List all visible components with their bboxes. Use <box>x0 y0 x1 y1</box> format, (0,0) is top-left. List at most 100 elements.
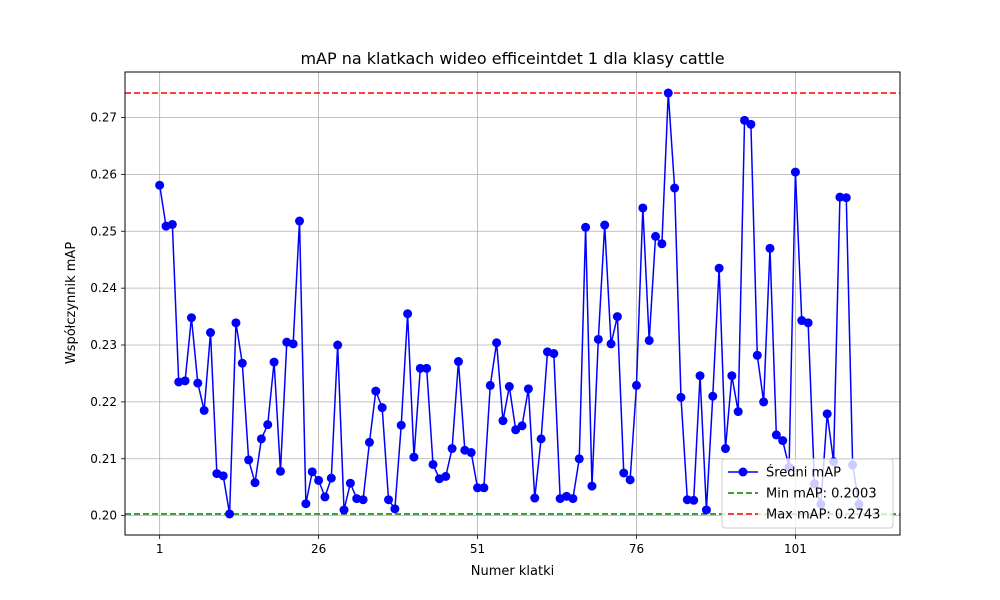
mean-map-point <box>676 392 686 402</box>
legend-label: Średni mAP <box>766 465 841 481</box>
mean-map-point <box>390 504 400 514</box>
y-tick-label: 0.24 <box>90 281 117 295</box>
mean-map-point <box>568 494 578 504</box>
mean-map-point <box>765 243 775 253</box>
mean-map-point <box>689 495 699 505</box>
mean-map-point <box>822 409 832 419</box>
mean-map-point <box>631 380 641 390</box>
mean-map-point <box>574 454 584 464</box>
y-tick-label: 0.23 <box>90 338 117 352</box>
mean-map-point <box>720 444 730 454</box>
mean-map-point <box>453 357 463 367</box>
mean-map-point <box>403 309 413 319</box>
mean-map-point <box>441 471 451 481</box>
mean-map-point <box>778 436 788 446</box>
mean-map-point <box>651 231 661 241</box>
mean-map-point <box>231 318 241 328</box>
mean-map-point <box>415 363 425 373</box>
mean-map-point <box>479 483 489 493</box>
mean-map-point <box>593 334 603 344</box>
mean-map-point <box>256 434 266 444</box>
mean-map-point <box>498 416 508 426</box>
mean-map-point <box>307 467 317 477</box>
x-tick-label: 1 <box>156 542 164 556</box>
mean-map-point <box>638 203 648 213</box>
tick-layer: 1 26 51 76 101 0.20 0.21 0.22 0.23 0.24 0.25 0.26 0.… <box>90 111 807 556</box>
mean-map-point <box>371 386 381 396</box>
x-tick-label: 51 <box>470 542 485 556</box>
legend-label: Max mAP: 0.2743 <box>766 508 880 523</box>
mean-map-point <box>485 380 495 390</box>
plot-frame <box>124 71 901 536</box>
mean-map-point <box>339 505 349 515</box>
mean-map-point <box>759 397 769 407</box>
y-tick-label: 0.27 <box>90 111 117 125</box>
mean-map-point <box>301 499 311 509</box>
mean-map-point <box>167 219 177 229</box>
mean-map-point <box>536 434 546 444</box>
mean-map-point <box>473 483 483 493</box>
mean-map-point <box>364 437 374 447</box>
mean-map-point <box>695 371 705 381</box>
mean-map-point <box>771 430 781 440</box>
mean-map-point <box>600 220 610 230</box>
mean-map-point <box>670 183 680 193</box>
mean-map-point <box>657 239 667 249</box>
mean-map-point <box>218 471 228 481</box>
mean-map-point <box>530 493 540 503</box>
mean-map-point <box>714 263 724 273</box>
mean-map-point <box>333 340 343 350</box>
mean-map-point <box>701 505 711 515</box>
mean-map-point <box>612 312 622 322</box>
mean-map-point <box>180 376 190 386</box>
y-axis-label: Współczynnik mAP <box>64 242 79 364</box>
mean-map-point <box>199 405 209 415</box>
mean-map-point <box>377 403 387 413</box>
x-tick-label: 101 <box>784 542 807 556</box>
mean-map-point <box>409 452 419 462</box>
mean-map-point <box>250 478 260 488</box>
mean-map-point <box>549 349 559 359</box>
mean-map-point <box>841 193 851 203</box>
mean-map-point <box>155 180 165 190</box>
y-tick-label: 0.22 <box>90 395 117 409</box>
mean-map-point <box>396 420 406 430</box>
mean-map-point <box>790 167 800 177</box>
mean-map-point <box>587 481 597 491</box>
y-tick-label: 0.21 <box>90 452 117 466</box>
mean-map-point <box>288 339 298 349</box>
x-tick-label: 76 <box>629 542 644 556</box>
mean-map-point <box>358 495 368 505</box>
legend-box <box>721 458 894 529</box>
y-tick-label: 0.26 <box>90 167 117 181</box>
legend-label: Min mAP: 0.2003 <box>766 487 877 502</box>
mean-map-point <box>581 222 591 232</box>
mean-map-point <box>225 509 235 519</box>
mean-map-point <box>263 420 273 430</box>
reference-lines <box>125 92 900 515</box>
mean-map-point <box>447 444 457 454</box>
mean-map-point <box>492 338 502 348</box>
y-tick-label: 0.25 <box>90 224 117 238</box>
mean-map-point <box>422 363 432 373</box>
mean-map-point <box>237 358 247 368</box>
mean-map-point <box>517 421 527 431</box>
legend: Średni mAP Min mAP: 0.2003 Max mAP: 0.2743 <box>721 458 894 529</box>
x-axis-label: Numer klatki <box>471 564 554 579</box>
chart-title: mAP na klatkach wideo efficeintdet 1 dla… <box>300 49 724 68</box>
legend-marker <box>738 467 748 477</box>
mean-map-point <box>269 357 279 367</box>
mean-map-point <box>466 448 476 458</box>
mean-map-point <box>384 495 394 505</box>
mean-map-point <box>752 350 762 360</box>
mean-map-point <box>733 407 743 417</box>
data-layer <box>155 88 864 519</box>
mean-map-point <box>606 339 616 349</box>
mean-map-point <box>345 478 355 488</box>
mean-map-point <box>326 473 336 483</box>
x-tick-label: 26 <box>311 542 326 556</box>
mean-map-point <box>523 384 533 394</box>
mean-map-point <box>803 318 813 328</box>
mean-map-point <box>275 466 285 476</box>
